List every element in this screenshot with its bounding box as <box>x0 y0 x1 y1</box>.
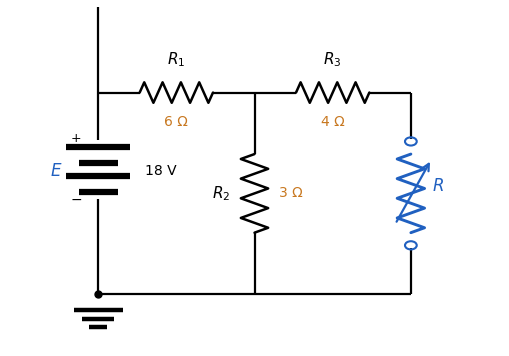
Text: 3 Ω: 3 Ω <box>279 187 303 200</box>
Text: $R_3$: $R_3$ <box>323 51 342 69</box>
Text: 6 Ω: 6 Ω <box>164 115 188 129</box>
Text: $R_2$: $R_2$ <box>212 184 231 203</box>
Text: $R$: $R$ <box>432 178 444 195</box>
Text: $R_1$: $R_1$ <box>167 51 185 69</box>
Text: −: − <box>70 193 82 207</box>
Text: 4 Ω: 4 Ω <box>321 115 345 129</box>
Text: 18 V: 18 V <box>145 164 176 178</box>
Text: $E$: $E$ <box>50 163 63 180</box>
Text: +: + <box>71 132 81 145</box>
